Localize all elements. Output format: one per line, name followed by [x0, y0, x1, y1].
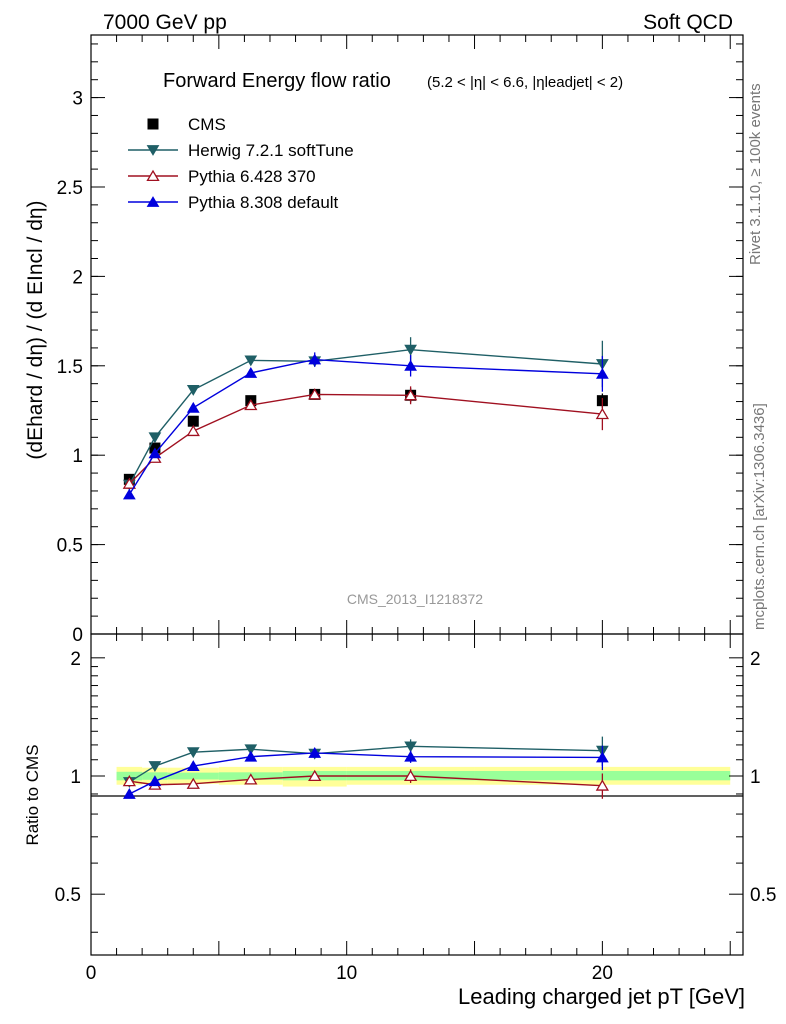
uncertainty-band-inner	[167, 772, 219, 780]
legend-label: Pythia 8.308 default	[188, 193, 339, 212]
legend-marker	[146, 169, 160, 182]
series-line	[128, 358, 603, 495]
y-tick-label: 3	[72, 89, 83, 110]
title-main: Forward Energy flow ratio	[163, 70, 391, 92]
x-tick-label: 20	[592, 963, 613, 984]
y-tick-label: 2.5	[57, 178, 83, 199]
legend-marker	[146, 145, 160, 156]
ratio-data-point	[186, 777, 200, 789]
series-pythia-6-428-370	[122, 386, 610, 489]
chart-title: Forward Energy flow ratio	[163, 70, 391, 92]
y-tick-label: 1	[72, 446, 83, 467]
main-ticks: 0 0.5 1 1.5 2 2.5 3	[57, 35, 743, 646]
ratio-y-tick-label-right: 2	[750, 649, 761, 670]
data-point	[186, 401, 200, 413]
ratio-data-point	[148, 761, 162, 773]
data-point	[122, 477, 136, 489]
ratio-panel: 0.5 0.51 12 20 10 20 Ratio to CMS	[23, 633, 776, 984]
title-cut: (5.2 < |η| < 6.6, |ηleadjet| < 2)	[427, 74, 623, 91]
mcplots-label: mcplots.cern.ch [arXiv:1306.3436]	[751, 403, 768, 630]
ratio-data-point	[148, 775, 162, 787]
rivet-label: Rivet 3.1.10, ≥ 100k events	[747, 83, 764, 265]
ratio-data-point	[244, 750, 258, 762]
ratio-y-tick-label: 2	[70, 649, 81, 670]
ratio-data-point	[122, 788, 136, 799]
ratio-data-point	[244, 744, 258, 756]
series-line	[128, 348, 603, 486]
ratio-data-point	[308, 746, 322, 758]
x-tick-label: 10	[336, 963, 357, 984]
data-point	[187, 415, 199, 427]
legend-item-pythia-6-428-370: Pythia 6.428 370	[128, 167, 316, 186]
legend-label: Herwig 7.2.1 softTune	[188, 141, 354, 160]
ratio-y-axis-label: Ratio to CMS	[23, 744, 42, 845]
ratio-series-pythia-8-308-default	[122, 745, 609, 799]
data-point	[148, 432, 162, 444]
ratio-y-tick-label: 0.5	[55, 885, 81, 906]
y-tick-label: 0	[72, 625, 83, 646]
ratio-ticks: 0.5 0.51 12 20 10 20	[55, 634, 776, 984]
data-point	[404, 344, 417, 356]
ratio-data-point	[404, 741, 417, 753]
main-watermark: CMS_2013_I1218372	[347, 591, 483, 607]
ratio-y-tick-label: 1	[70, 767, 81, 788]
legend-marker	[147, 118, 159, 130]
ratio-data-point	[186, 760, 200, 771]
series-line	[128, 393, 603, 485]
data-point	[595, 407, 610, 420]
ratio-data-point	[186, 747, 200, 759]
ratio-y-tick-label-right: 0.5	[750, 885, 776, 906]
main-series	[122, 337, 610, 500]
energy-label: 7000 GeV pp	[103, 11, 227, 34]
series-pythia-8-308-default	[122, 352, 609, 500]
data-point	[595, 367, 609, 379]
data-point	[186, 385, 200, 396]
y-tick-label: 1.5	[57, 357, 83, 378]
ratio-data-point	[244, 773, 258, 785]
y-tick-label: 0.5	[57, 536, 83, 557]
legend-item-pythia-8-308-default: Pythia 8.308 default	[128, 193, 339, 212]
category-label: Soft QCD	[643, 11, 733, 34]
ratio-data-point	[308, 769, 322, 782]
data-point	[244, 398, 258, 411]
data-point	[122, 488, 136, 500]
ratio-data-point	[595, 779, 610, 791]
x-tick-label: 0	[86, 963, 97, 984]
legend: CMS Herwig 7.2.1 softTune Pythia 6.428 370…	[128, 115, 354, 212]
data-point	[404, 359, 417, 371]
ratio-series	[122, 736, 610, 799]
ratio-data-point	[595, 751, 609, 763]
legend-marker	[146, 196, 160, 207]
main-panel: 0 0.5 1 1.5 2 2.5 3 CMS_2013_I1218372 Forward …	[24, 34, 744, 646]
data-point	[308, 353, 322, 365]
data-point	[148, 447, 162, 459]
series-cms	[123, 388, 608, 485]
legend-label: Pythia 6.428 370	[188, 167, 316, 186]
data-point	[403, 389, 418, 401]
x-axis-label: Leading charged jet pT [GeV]	[458, 984, 745, 1009]
data-point	[244, 367, 258, 378]
legend-label: CMS	[188, 115, 226, 134]
ratio-y-tick-label-right: 1	[750, 767, 761, 788]
series-herwig-7-2-1-softtune	[122, 337, 609, 491]
ratio-data-point	[122, 774, 136, 787]
y-axis-label: (dEhard / dη) / (d EIncl / dη)	[24, 200, 47, 459]
chart-subtitle: (5.2 < |η| < 6.6, |ηleadjet| < 2)	[427, 74, 623, 91]
data-point	[186, 424, 200, 437]
data-point	[244, 355, 258, 367]
ratio-data-point	[404, 750, 417, 762]
legend-item-cms: CMS	[147, 115, 226, 134]
ratio-frame	[90, 633, 744, 956]
legend-item-herwig-7-2-1-softtune: Herwig 7.2.1 softTune	[128, 141, 354, 160]
ratio-series-pythia-6-428-370	[122, 769, 610, 799]
y-tick-label: 2	[72, 267, 83, 288]
data-point	[308, 388, 322, 400]
ratio-data-point	[403, 769, 418, 782]
